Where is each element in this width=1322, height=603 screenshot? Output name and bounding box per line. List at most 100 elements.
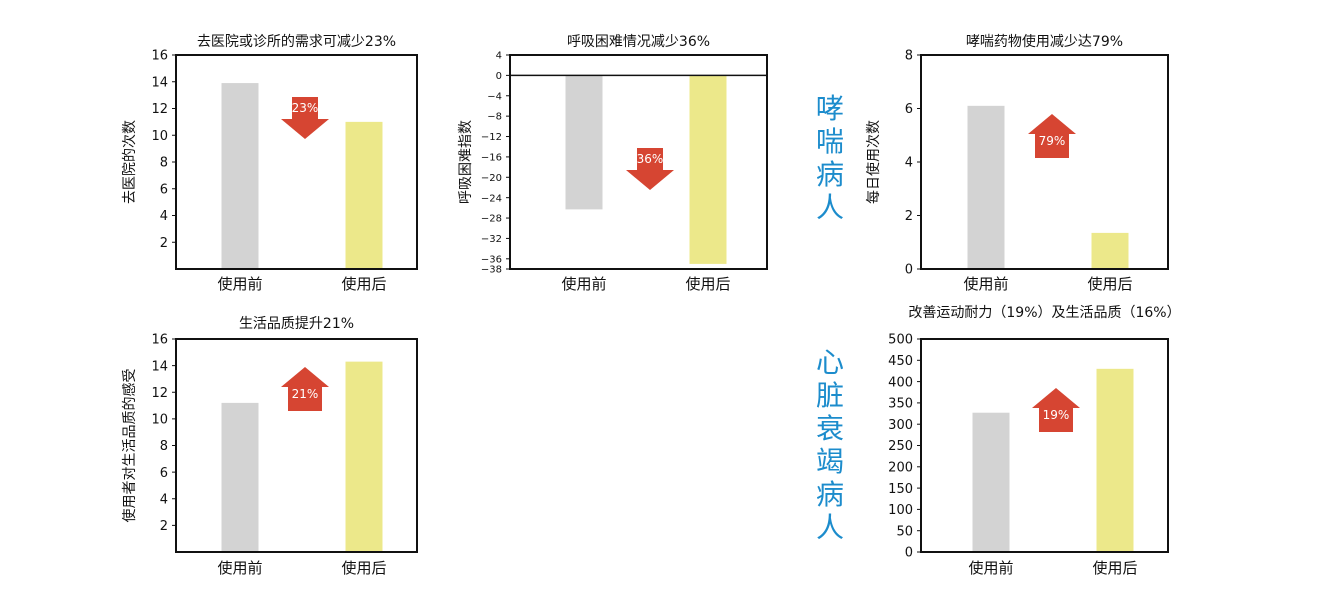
bar-before — [972, 412, 1010, 552]
y-tick-label: 300 — [888, 418, 913, 433]
y-tick-label: 10 — [151, 129, 168, 144]
y-axis-label: 去医院的次数 — [122, 120, 138, 204]
y-axis-label: 呼吸困难指数 — [458, 120, 474, 204]
x-category-label: 使用前 — [963, 275, 1008, 293]
y-tick-label: 50 — [896, 524, 913, 539]
y-tick-label: 4 — [905, 156, 913, 171]
y-tick-label: 16 — [151, 333, 168, 348]
y-tick-label: 8 — [160, 439, 168, 454]
side-label-char: 病 — [815, 478, 844, 511]
x-category-label: 使用后 — [1087, 275, 1132, 293]
bar-after — [689, 75, 727, 264]
y-tick-label: −32 — [481, 234, 502, 245]
y-axis-label: 每日使用次数 — [865, 120, 882, 204]
bar-after — [1096, 368, 1134, 552]
y-tick-label: 12 — [151, 102, 168, 117]
bar-before — [221, 83, 259, 270]
plot-frame — [920, 54, 1169, 270]
side-label-char: 人 — [815, 191, 844, 224]
y-tick-label: −8 — [487, 112, 502, 123]
y-tick-label: −4 — [487, 91, 502, 102]
chart-exercise: 改善运动耐力（19%）及生活品质（16%） 0 50 100 150 200 250 300 3… — [888, 305, 1180, 577]
side-label-char: 心 — [815, 346, 844, 379]
side-label-char: 病 — [815, 158, 844, 191]
bar-after — [1091, 232, 1129, 269]
y-tick-label: 400 — [888, 375, 913, 390]
y-tick-label: 2 — [905, 209, 913, 224]
y-tick-label: 4 — [496, 51, 502, 62]
y-tick-label: 250 — [888, 439, 913, 454]
x-category-label: 使用前 — [561, 275, 606, 293]
chart-title: 呼吸困难情况减少36% — [567, 34, 710, 50]
y-tick-label: 4 — [160, 209, 168, 224]
chart-title: 改善运动耐力（19%）及生活品质（16%） — [908, 305, 1180, 321]
y-tick-label: 350 — [888, 397, 913, 412]
x-category-label: 使用前 — [217, 275, 262, 293]
y-tick-label: 14 — [151, 75, 168, 90]
y-tick-label: −24 — [481, 193, 502, 204]
y-tick-label: 4 — [160, 492, 168, 507]
bar-before — [565, 75, 603, 210]
y-tick-label: −16 — [481, 153, 502, 164]
y-tick-label: 8 — [905, 49, 913, 64]
side-label-heart-failure: 心 脏 衰 竭 病 人 — [810, 346, 850, 544]
chart-title: 哮喘药物使用减少达79% — [966, 33, 1123, 50]
y-tick-label: 2 — [160, 519, 168, 534]
y-tick-label: 450 — [888, 354, 913, 369]
y-tick-label: 8 — [160, 156, 168, 171]
x-category-label: 使用后 — [341, 275, 386, 293]
y-tick-label: 6 — [160, 182, 168, 197]
y-tick-label: 12 — [151, 386, 168, 401]
y-tick-label: 6 — [905, 102, 913, 117]
side-label-char: 脏 — [815, 379, 844, 412]
change-arrow-label: 36% — [637, 152, 664, 166]
y-tick-label: −36 — [481, 254, 502, 265]
change-arrow-up — [281, 367, 329, 411]
change-arrow-down — [626, 148, 674, 190]
chart-title: 生活品质提升21% — [239, 316, 354, 332]
bar-after — [345, 361, 383, 552]
change-arrow-down — [281, 97, 329, 139]
y-tick-label: −28 — [481, 214, 502, 225]
x-category-label: 使用后 — [1092, 559, 1137, 577]
plot-frame — [509, 54, 768, 270]
change-arrow-label: 23% — [292, 101, 319, 115]
change-arrow-up — [1032, 388, 1080, 432]
y-tick-label: 100 — [888, 503, 913, 518]
change-arrow-label: 21% — [292, 387, 319, 401]
y-tick-label: −38 — [481, 265, 502, 276]
change-arrow-up — [1028, 114, 1076, 158]
side-label-char: 喘 — [815, 125, 844, 158]
chart-title: 去医院或诊所的需求可减少23% — [197, 34, 396, 50]
y-tick-label: 10 — [151, 413, 168, 428]
side-label-asthma: 哮 喘 病 人 — [810, 92, 850, 224]
bar-after — [345, 121, 383, 269]
bar-before — [221, 402, 259, 552]
side-label-char: 竭 — [815, 445, 844, 478]
y-tick-label: 500 — [888, 333, 913, 348]
side-label-char: 人 — [815, 511, 844, 544]
change-arrow-label: 19% — [1043, 408, 1070, 422]
y-tick-label: 6 — [160, 466, 168, 481]
chart-breathing: 呼吸困难情况减少36% 4 0 −4 −8 −12 −16 −20 −24 −28 −32 −36−3… — [458, 34, 768, 293]
y-tick-label: 0 — [905, 546, 913, 561]
x-category-label: 使用前 — [217, 559, 262, 577]
y-tick-label: −12 — [481, 132, 502, 143]
x-category-label: 使用前 — [968, 559, 1013, 577]
bar-before — [967, 105, 1005, 269]
y-tick-label: −20 — [481, 173, 502, 184]
x-category-label: 使用后 — [341, 559, 386, 577]
side-label-char: 哮 — [815, 92, 844, 125]
y-tick-label: 0 — [496, 71, 502, 82]
change-arrow-label: 79% — [1039, 134, 1066, 148]
y-tick-label: 200 — [888, 460, 913, 475]
y-tick-label: 0 — [905, 263, 913, 278]
y-tick-label: 14 — [151, 359, 168, 374]
y-axis-label: 使用者对生活品质的感受 — [121, 369, 138, 523]
y-tick-label: 2 — [160, 236, 168, 251]
y-tick-label: 16 — [151, 49, 168, 64]
